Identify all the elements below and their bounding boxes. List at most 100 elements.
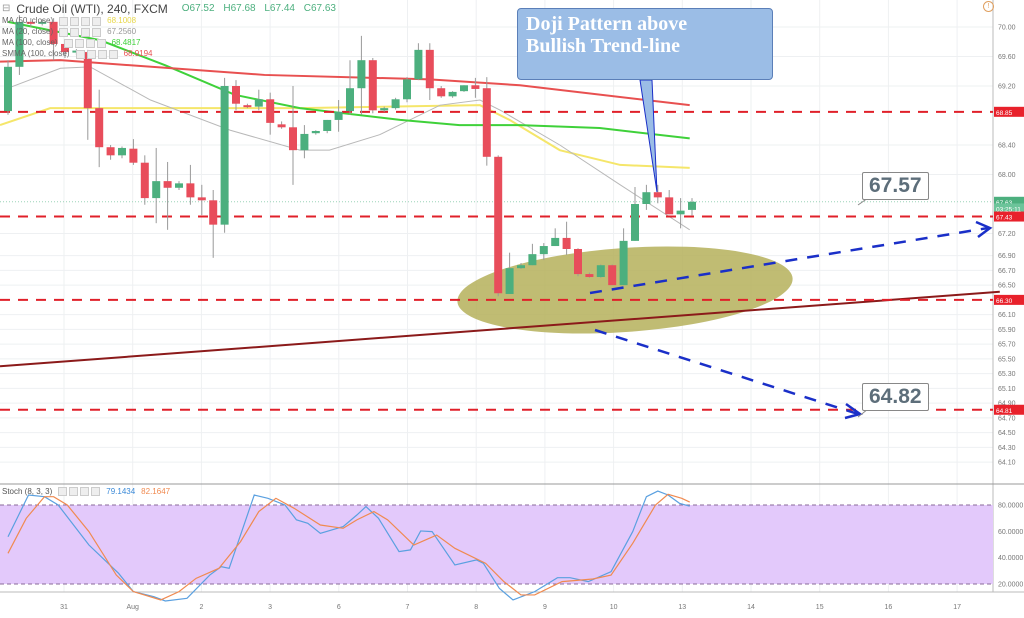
candle-body (437, 88, 446, 97)
price-tag (994, 404, 1024, 415)
candle-body (15, 21, 24, 67)
candle-body (653, 192, 662, 198)
close-value: C67.63 (303, 2, 336, 14)
price-tag (994, 106, 1024, 117)
stoch-label: Stoch (8, 3, 3) (2, 487, 53, 496)
stoch-d-value: 82.1647 (141, 487, 171, 496)
stoch-k-line (7, 490, 690, 602)
candle-body (585, 274, 594, 278)
indicator-ma20[interactable]: MA (20, close) 67.2560 (2, 27, 342, 38)
price-axis-label: 65.30 (998, 371, 1016, 378)
price-axis-label: 70.00 (998, 25, 1016, 32)
stoch-k-value: 79.1434 (106, 487, 136, 496)
indicator-buttons[interactable] (59, 28, 102, 37)
candle-body (539, 246, 548, 255)
arrow-head-icon (844, 402, 863, 420)
indicator-ma50[interactable]: MA (50, close) 68.1008 (2, 16, 342, 27)
candle-body (631, 204, 639, 241)
collapse-icon[interactable]: ⊟ (2, 2, 11, 14)
stoch-buttons[interactable] (58, 487, 101, 496)
annotation-line-2: Bullish Trend-line (526, 35, 680, 57)
candle-body (49, 21, 58, 44)
price-axis-label: 66.10 (998, 312, 1016, 319)
price-axis-label: 65.10 (998, 386, 1016, 393)
indicator-value: 68.1008 (107, 16, 137, 26)
candle-body (38, 21, 47, 24)
indicator-ma100[interactable]: MA (100, close) 68.4817 (2, 38, 342, 49)
time-axis-label: 2 (199, 604, 203, 611)
candle-body (482, 88, 491, 157)
moving-average-line (7, 66, 690, 231)
candle-body (448, 91, 457, 97)
price-axis-label: 65.90 (998, 327, 1016, 334)
candle-body (391, 99, 400, 109)
annotation-pointer (639, 79, 658, 193)
indicator-value: 67.2560 (107, 27, 137, 37)
arrow-head-icon (975, 220, 993, 238)
candle-body (175, 183, 183, 188)
indicator-buttons[interactable] (59, 17, 102, 26)
price-axis-label: 64.10 (998, 460, 1016, 467)
highlight-ellipse (457, 246, 793, 334)
symbol-title[interactable]: Crude Oil (WTI), 240, FXCM (16, 1, 168, 16)
stoch-legend[interactable]: Stoch (8, 3, 3) 79.1434 82.1647 (2, 487, 170, 496)
high-value: H67.68 (223, 2, 256, 14)
price-axis-label: 65.50 (998, 356, 1016, 363)
candle-body (118, 147, 126, 156)
candle-body (254, 99, 263, 107)
time-axis-label: 17 (953, 604, 961, 611)
open-value: O67.52 (181, 2, 215, 14)
candle-body (471, 85, 480, 89)
info-icon[interactable]: ! (983, 1, 994, 12)
candle-body (619, 240, 628, 286)
candle-body (26, 21, 35, 24)
doji-annotation: Doji Pattern above Bullish Trend-line (517, 8, 773, 80)
time-axis-label: 6 (337, 604, 341, 611)
price-tag-label: 67.43 (996, 215, 1013, 222)
price-tag-label: 66.30 (996, 298, 1013, 305)
candle-body (425, 49, 434, 89)
annotation-line-1: Doji Pattern above (526, 13, 688, 35)
price-axis-label: 68.40 (998, 143, 1016, 150)
candle-body (300, 133, 309, 151)
indicator-label: MA (100, close) (2, 38, 58, 48)
moving-average-line (0, 59, 690, 107)
candle-body (232, 86, 240, 104)
price-callout-upper: 67.57 (862, 172, 929, 200)
stoch-d-line (7, 493, 690, 601)
indicator-buttons[interactable] (75, 50, 118, 59)
candle-body (209, 200, 218, 225)
price-tag-label: 68.85 (996, 110, 1013, 117)
candle-body (197, 197, 206, 201)
bullish-trendline (0, 290, 1000, 368)
candle-body (688, 201, 696, 210)
candle-body (608, 265, 617, 286)
indicator-label: MA (50, close) (2, 16, 54, 26)
stoch-axis-label: 60.0000 (998, 529, 1023, 536)
stoch-axis-label: 40.0000 (998, 555, 1023, 562)
candle-body (129, 148, 138, 163)
chart-legend: ⊟ Crude Oil (WTI), 240, FXCM O67.52 H67.… (2, 2, 342, 60)
price-axis-label: 65.70 (998, 342, 1016, 349)
candle-body (323, 119, 332, 131)
candle-body (346, 88, 354, 112)
candle-body (152, 181, 161, 199)
price-axis-label: 64.30 (998, 445, 1016, 452)
time-axis-label: 7 (406, 604, 410, 611)
indicator-buttons[interactable] (63, 39, 106, 48)
candle-body (642, 192, 651, 204)
candle-body (551, 237, 560, 247)
candle-body (106, 147, 115, 156)
projection-arrow-up (589, 226, 989, 295)
candle-body (4, 66, 12, 112)
candle-body (403, 79, 411, 100)
price-axis-label: 69.20 (998, 84, 1016, 91)
candle-body (334, 111, 343, 120)
stoch-band (0, 505, 993, 584)
candle-body (186, 183, 195, 198)
price-axis-label: 66.90 (998, 253, 1016, 260)
time-axis-label: Aug (126, 604, 139, 611)
indicator-smma100[interactable]: SMMA (100, close) 68.9194 (2, 49, 342, 60)
time-axis-label: 16 (885, 604, 893, 611)
